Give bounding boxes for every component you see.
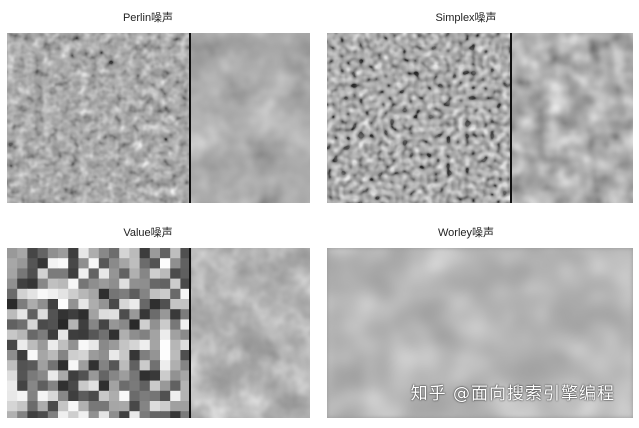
value-divider <box>189 248 191 418</box>
worley-noise-image: 知乎 @面向搜索引擎编程 <box>327 248 633 418</box>
simplex-divider <box>510 33 512 203</box>
simplex-title: Simplex噪声 <box>435 12 497 24</box>
value-title: Value噪声 <box>123 227 173 239</box>
perlin-noise-image <box>7 33 310 203</box>
perlin-title: Perlin噪声 <box>122 12 174 24</box>
simplex-noise-image <box>327 33 633 203</box>
perlin-divider <box>189 33 191 203</box>
value-noise-blocks <box>7 248 192 418</box>
value-noise-image <box>7 248 310 418</box>
watermark-text: 知乎 @面向搜索引擎编程 <box>410 384 615 404</box>
worley-title: Worley噪声 <box>437 227 495 239</box>
